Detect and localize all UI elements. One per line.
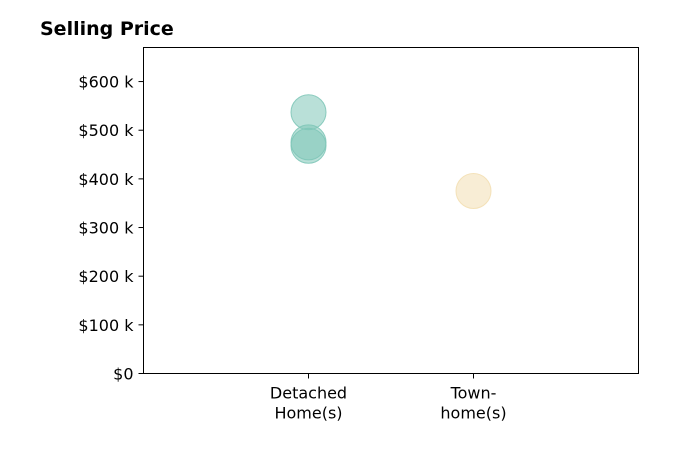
y-tick-label: $500 k: [78, 121, 134, 140]
y-tick-label: $100 k: [78, 316, 134, 335]
x-axis: Detached Home(s) Town-home(s): [270, 373, 507, 423]
data-point: [455, 173, 492, 210]
y-tick-label: $300 k: [78, 219, 134, 238]
x-tick-label: Town-home(s): [440, 384, 506, 423]
y-axis: $0 $100 k $200 k $300 k $400 k $500 k $600 k: [78, 73, 144, 384]
y-tick-label: $600 k: [78, 73, 134, 92]
y-tick-label: $0: [113, 365, 133, 384]
y-tick-label: $200 k: [78, 267, 134, 286]
x-tick-label: Detached Home(s): [270, 384, 347, 423]
data-points: [290, 94, 492, 210]
chart-title: Selling Price: [40, 18, 174, 40]
plot-frame: [143, 47, 639, 374]
data-point: [290, 127, 327, 164]
y-tick-label: $400 k: [78, 170, 134, 189]
